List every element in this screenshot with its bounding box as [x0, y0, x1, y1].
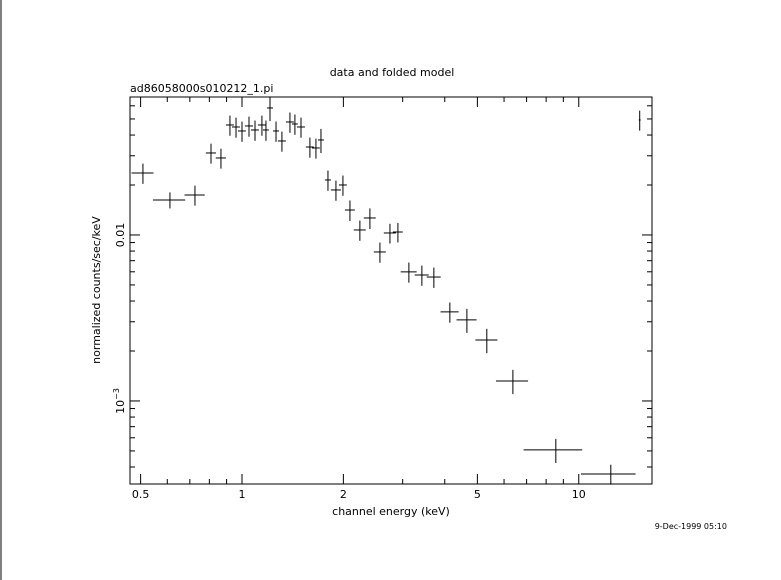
x-tick-label: 1: [238, 488, 245, 501]
y-axis-label: normalized counts/sec/keV: [90, 216, 103, 364]
y-tick-label-base: 10: [114, 400, 127, 414]
chart-title: data and folded model: [330, 66, 455, 79]
x-tick-label: 10: [572, 488, 586, 501]
y-tick-label: 10−3: [112, 388, 127, 414]
x-tick-label: 5: [474, 488, 481, 501]
timestamp: 9-Dec-1999 05:10: [655, 522, 727, 531]
plot-frame: [129, 96, 653, 485]
x-tick-label: 2: [340, 488, 347, 501]
y-tick-label-exponent: −3: [112, 388, 121, 400]
x-axis-label: channel energy (keV): [332, 505, 450, 518]
chart-subtitle: ad86058000s010212_1.pi: [130, 82, 273, 95]
x-tick-label: 0.5: [132, 488, 150, 501]
y-tick-label: 0.01: [114, 223, 127, 248]
